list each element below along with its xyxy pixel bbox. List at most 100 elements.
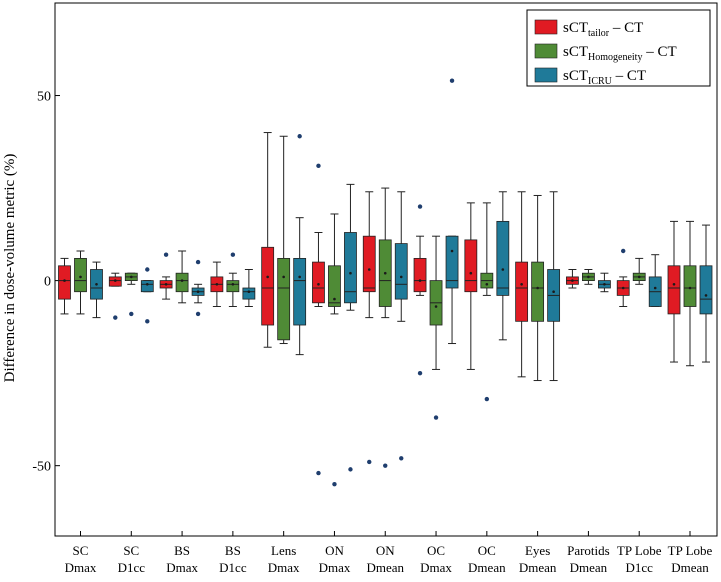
box-iqr [74, 257, 87, 293]
x-tick-label-line: SC [123, 543, 139, 558]
x-tick-label-line: BS [225, 543, 241, 558]
x-tick-label-line: BS [174, 543, 190, 558]
box-1-3 [226, 252, 240, 308]
mean-marker [704, 294, 708, 297]
x-tick-label: OC Dmean [468, 543, 506, 575]
mean-marker [571, 279, 574, 282]
outlier-point [316, 163, 321, 169]
outlier-point [195, 259, 201, 265]
legend-suffix: – CT [642, 44, 676, 60]
x-tick-label-line: ON [325, 543, 344, 558]
outlier-point [163, 252, 169, 257]
x-tick-label: ON Dmax [319, 543, 351, 575]
x-tick-label: Eyes Dmean [519, 543, 557, 575]
legend-suffix: – CT [609, 20, 643, 36]
box-1-10 [582, 269, 595, 285]
box-0-9 [515, 191, 529, 378]
outlier-point [399, 456, 404, 461]
x-tick-label-line: TP Lobe [617, 543, 662, 558]
x-tick-label: SC D1cc [118, 543, 146, 575]
box-1-4 [277, 135, 291, 345]
box-2-8 [496, 191, 510, 341]
outlier-point [484, 396, 490, 402]
mean-marker [552, 290, 555, 294]
box-1-11 [632, 257, 646, 285]
mean-marker [333, 297, 336, 301]
x-tick-label: TP Lobe Dmean [668, 543, 713, 575]
box-2-12 [699, 224, 713, 363]
box-iqr [445, 235, 459, 289]
legend-suffix: – CT [612, 68, 646, 84]
legend-swatch-2 [534, 67, 558, 83]
x-tick-label-line: SC [73, 543, 89, 558]
x-tick-label-line: Dmean [519, 560, 557, 575]
box-iqr [413, 257, 427, 293]
outlier-point [433, 415, 439, 420]
x-tick-label-line: Dmax [420, 560, 452, 575]
box-0-2 [159, 252, 173, 300]
outlier-point [195, 311, 201, 317]
box-iqr [293, 257, 307, 326]
box-1-0 [74, 250, 87, 315]
mean-marker [180, 279, 184, 282]
y-tick-label: 50 [37, 90, 51, 105]
mean-marker [298, 275, 301, 279]
mean-marker [485, 283, 489, 286]
x-tick-label-line: Parotids [567, 543, 610, 558]
box-iqr [496, 220, 510, 296]
x-tick-label-line: Dmax [65, 560, 97, 575]
y-axis: -50 0 50 [32, 90, 60, 475]
legend-swatch-0 [534, 19, 558, 35]
mean-marker [282, 275, 285, 279]
mean-marker [603, 283, 606, 286]
box-0-6 [362, 191, 376, 465]
outlier-point [332, 481, 337, 487]
box-iqr [328, 265, 341, 307]
box-2-9 [547, 191, 561, 382]
box-1-1 [124, 272, 138, 317]
box-iqr [175, 272, 189, 293]
box-2-0 [90, 261, 103, 319]
x-tick-label-line: D1cc [625, 560, 653, 575]
x-tick-label: Parotids Dmean [567, 543, 610, 575]
legend-sub: tailor [588, 28, 610, 39]
box-iqr [242, 287, 256, 300]
x-tick-label-line: Dmax [268, 560, 300, 575]
box-0-5 [312, 163, 325, 476]
mean-marker [501, 268, 505, 271]
mean-marker [247, 290, 251, 294]
box-2-7 [445, 78, 459, 345]
box-iqr [58, 265, 71, 300]
legend-main: sCT [563, 44, 588, 60]
mean-marker [383, 271, 387, 275]
mean-marker [317, 283, 320, 286]
mean-marker [266, 275, 269, 279]
x-tick-label-line: TP Lobe [668, 543, 713, 558]
mean-marker [215, 283, 219, 286]
box-iqr [344, 232, 357, 304]
box-iqr [226, 280, 240, 293]
mean-marker [653, 286, 657, 290]
box-0-7 [413, 204, 427, 376]
box-0-11 [616, 248, 630, 308]
mean-marker [113, 279, 117, 282]
mean-marker [129, 275, 133, 279]
mean-marker [196, 290, 200, 294]
outlier-point [383, 463, 388, 468]
outlier-point [417, 370, 423, 376]
y-axis-title: Difference in dose-volume metric (%) [2, 154, 18, 383]
outlier-point [621, 248, 626, 254]
x-tick-label: ON Dmean [366, 543, 404, 575]
x-tick-label: BS D1cc [219, 543, 247, 575]
box-0-12 [667, 220, 681, 363]
box-0-10 [566, 269, 579, 289]
y-tick-label: -50 [32, 460, 51, 475]
box-iqr [261, 246, 275, 326]
mean-marker [688, 286, 692, 290]
mean-marker [536, 286, 539, 290]
x-tick-label-line: Dmean [570, 560, 608, 575]
legend-label-1: sCTHomogeneity – CT [563, 44, 677, 63]
box-1-9 [531, 194, 545, 382]
box-2-11 [648, 254, 662, 308]
